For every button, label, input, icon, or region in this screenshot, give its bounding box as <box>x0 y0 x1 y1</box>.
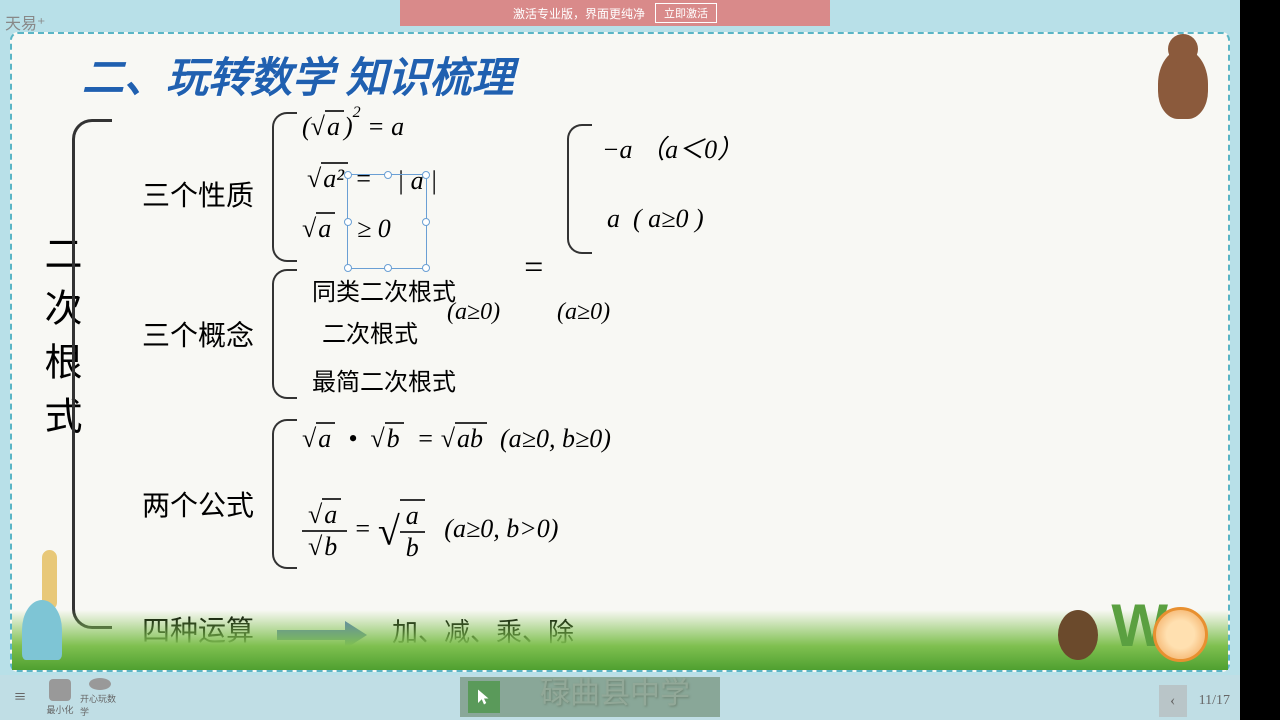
selection-box[interactable] <box>347 174 427 269</box>
resize-handle-se[interactable] <box>422 264 430 272</box>
page-indicator: 11/17 <box>1191 693 1238 709</box>
resize-handle-s[interactable] <box>384 264 392 272</box>
case-nonneg: a ( a≥0 ) <box>607 204 704 234</box>
brace-properties <box>272 112 297 262</box>
equals-sign: = <box>522 249 545 287</box>
concept-3: 最简二次根式 <box>312 362 456 397</box>
resize-handle-e[interactable] <box>422 218 430 226</box>
concept-2: 二次根式 <box>322 314 418 349</box>
happy-button[interactable]: 开心玩数学 <box>80 678 120 718</box>
pointer-tool-button[interactable] <box>468 681 500 713</box>
slide-canvas[interactable]: 二、玩转数学 知识梳理 二次根式 三个性质 三个概念 两个公式 四种运算 (√a… <box>10 32 1230 672</box>
slide-title: 二、玩转数学 知识梳理 <box>82 44 514 105</box>
activate-button[interactable]: 立即激活 <box>655 3 717 23</box>
resize-handle-ne[interactable] <box>422 171 430 179</box>
brace-cases <box>567 124 592 254</box>
concept-cond-2: (a≥0) <box>557 299 610 326</box>
resize-handle-sw[interactable] <box>344 264 352 272</box>
giraffe-decoration <box>22 540 82 660</box>
menu-button[interactable]: ≡ <box>0 678 40 718</box>
brace-concepts <box>272 269 297 399</box>
section-formulas-label: 两个公式 <box>142 484 254 524</box>
resize-handle-w[interactable] <box>344 218 352 226</box>
resize-handle-nw[interactable] <box>344 171 352 179</box>
formula-quotient: √a √b = √ a b (a≥0, b>0) <box>302 499 558 563</box>
bottom-toolbar: ≡ 最小化 开心玩数学 ‹ 11/17 › <box>0 675 1280 720</box>
banner-text: 激活专业版，界面更纯净 <box>513 5 645 22</box>
center-toolbar <box>460 677 720 717</box>
section-properties-label: 三个性质 <box>142 174 254 214</box>
activation-banner: 激活专业版，界面更纯净 立即激活 <box>400 0 830 26</box>
property-3-lhs: √a <box>302 214 335 244</box>
brace-formulas <box>272 419 297 569</box>
right-black-bar <box>1240 0 1280 720</box>
avatar-decoration <box>1153 607 1208 662</box>
formula-product: √a • √b = √ab (a≥0, b≥0) <box>302 424 611 454</box>
resize-handle-n[interactable] <box>384 171 392 179</box>
monkey2-decoration <box>1058 610 1098 660</box>
monkey-decoration <box>1158 49 1208 119</box>
prev-page-button[interactable]: ‹ <box>1159 685 1187 717</box>
minimize-button[interactable]: 最小化 <box>40 678 80 718</box>
concept-cond-1: (a≥0) <box>447 299 500 326</box>
concept-1: 同类二次根式 <box>312 272 456 307</box>
section-concepts-label: 三个概念 <box>142 314 254 354</box>
property-1: (√a)2 = a <box>302 112 404 142</box>
app-logo: 天易⁺ <box>5 10 45 34</box>
case-negative: −a （a＜0） <box>602 129 743 166</box>
grass-decoration <box>12 610 1228 670</box>
